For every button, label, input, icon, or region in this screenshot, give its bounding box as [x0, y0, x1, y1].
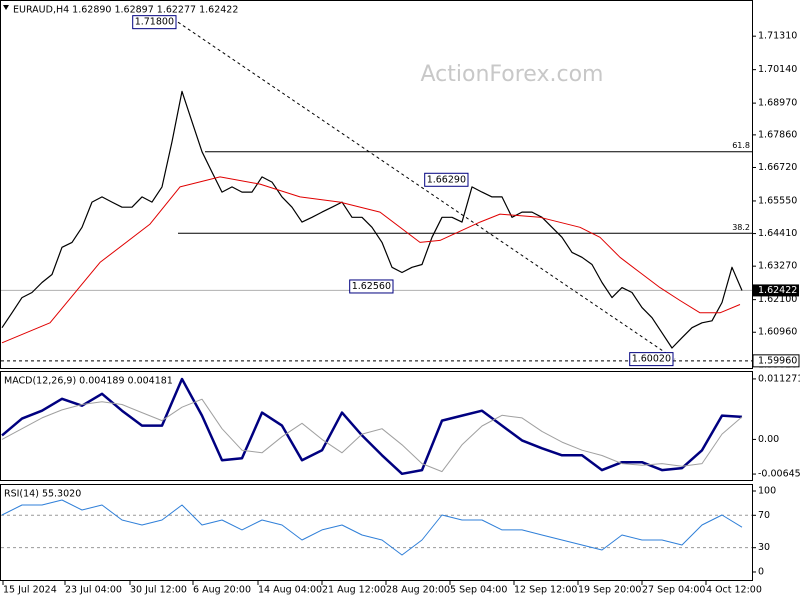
x-tick-label: 28 Aug 20:00	[386, 585, 450, 596]
support-label: 1.59960	[758, 355, 797, 366]
last-price-box	[753, 284, 799, 297]
y-tick-label: -0.006453	[758, 469, 800, 480]
rsi-panel-frame	[0, 484, 753, 581]
y-tick-label: 0	[758, 566, 764, 577]
panel-title: MACD(12,26,9) 0.004189 0.004181	[4, 376, 173, 387]
y-tick-label: 1.70140	[758, 64, 797, 75]
annotation-box	[629, 352, 674, 367]
series-line	[1, 398, 743, 473]
series-line	[1, 90, 743, 349]
annotation-box	[424, 172, 469, 187]
title-bg	[3, 488, 83, 500]
y-tick-label: 1.67860	[758, 129, 797, 140]
y-tick-label: 1.66720	[758, 162, 797, 173]
macd-panel-frame	[0, 371, 753, 481]
x-tick-label: 23 Jul 04:00	[65, 585, 122, 596]
symbol-icon	[3, 5, 9, 10]
x-tick-label: 21 Aug 12:00	[322, 585, 386, 596]
series-line	[1, 377, 743, 476]
series-line	[1, 176, 741, 344]
watermark: ActionForex.com	[421, 62, 604, 87]
x-tick-label: 12 Sep 12:00	[514, 585, 577, 596]
fib-label: 38.2	[732, 223, 750, 232]
y-tick-label: 30	[758, 542, 770, 553]
y-tick-label: 1.63270	[758, 261, 797, 272]
y-tick-label: 1.65550	[758, 195, 797, 206]
support-box	[752, 354, 800, 368]
annotation-label: 1.62560	[352, 281, 391, 292]
series-line	[1, 499, 743, 556]
annotation-box	[349, 279, 394, 294]
x-tick-label: 15 Jul 2024	[3, 585, 57, 596]
y-tick-label: 1.64410	[758, 228, 797, 239]
panel-title: RSI(14) 55.3020	[4, 489, 81, 500]
x-tick-label: 4 Oct 12:00	[706, 585, 762, 596]
y-tick-label: 1.68970	[758, 98, 797, 109]
x-tick-label: 27 Sep 04:00	[642, 585, 705, 596]
y-tick-label: 0.00	[758, 434, 779, 445]
annotation-label: 1.60020	[632, 354, 671, 365]
x-tick-label: 14 Aug 04:00	[258, 585, 322, 596]
panel-title: EURAUD,H4 1.62890 1.62897 1.62277 1.6242…	[13, 5, 238, 16]
trendline	[177, 21, 676, 360]
annotation-label: 1.71800	[135, 17, 174, 28]
x-tick-label: 6 Aug 20:00	[193, 585, 251, 596]
last-price-label: 1.62422	[758, 285, 797, 296]
title-bg	[3, 375, 174, 387]
x-tick-label: 5 Sep 04:00	[450, 585, 507, 596]
y-tick-label: 1.71310	[758, 31, 797, 42]
x-tick-label: 19 Sep 20:00	[578, 585, 641, 596]
y-tick-label: 0.011271	[758, 373, 800, 384]
x-tick-label: 30 Jul 12:00	[130, 585, 187, 596]
price-panel-frame	[0, 0, 753, 369]
annotation-label: 1.66290	[427, 174, 466, 185]
fib-label: 61.8	[732, 141, 750, 150]
annotation-box	[132, 15, 177, 30]
y-tick-label: 70	[758, 510, 770, 521]
y-tick-label: 1.62100	[758, 294, 797, 305]
y-tick-label: 100	[758, 485, 776, 496]
y-tick-label: 1.60960	[758, 327, 797, 338]
